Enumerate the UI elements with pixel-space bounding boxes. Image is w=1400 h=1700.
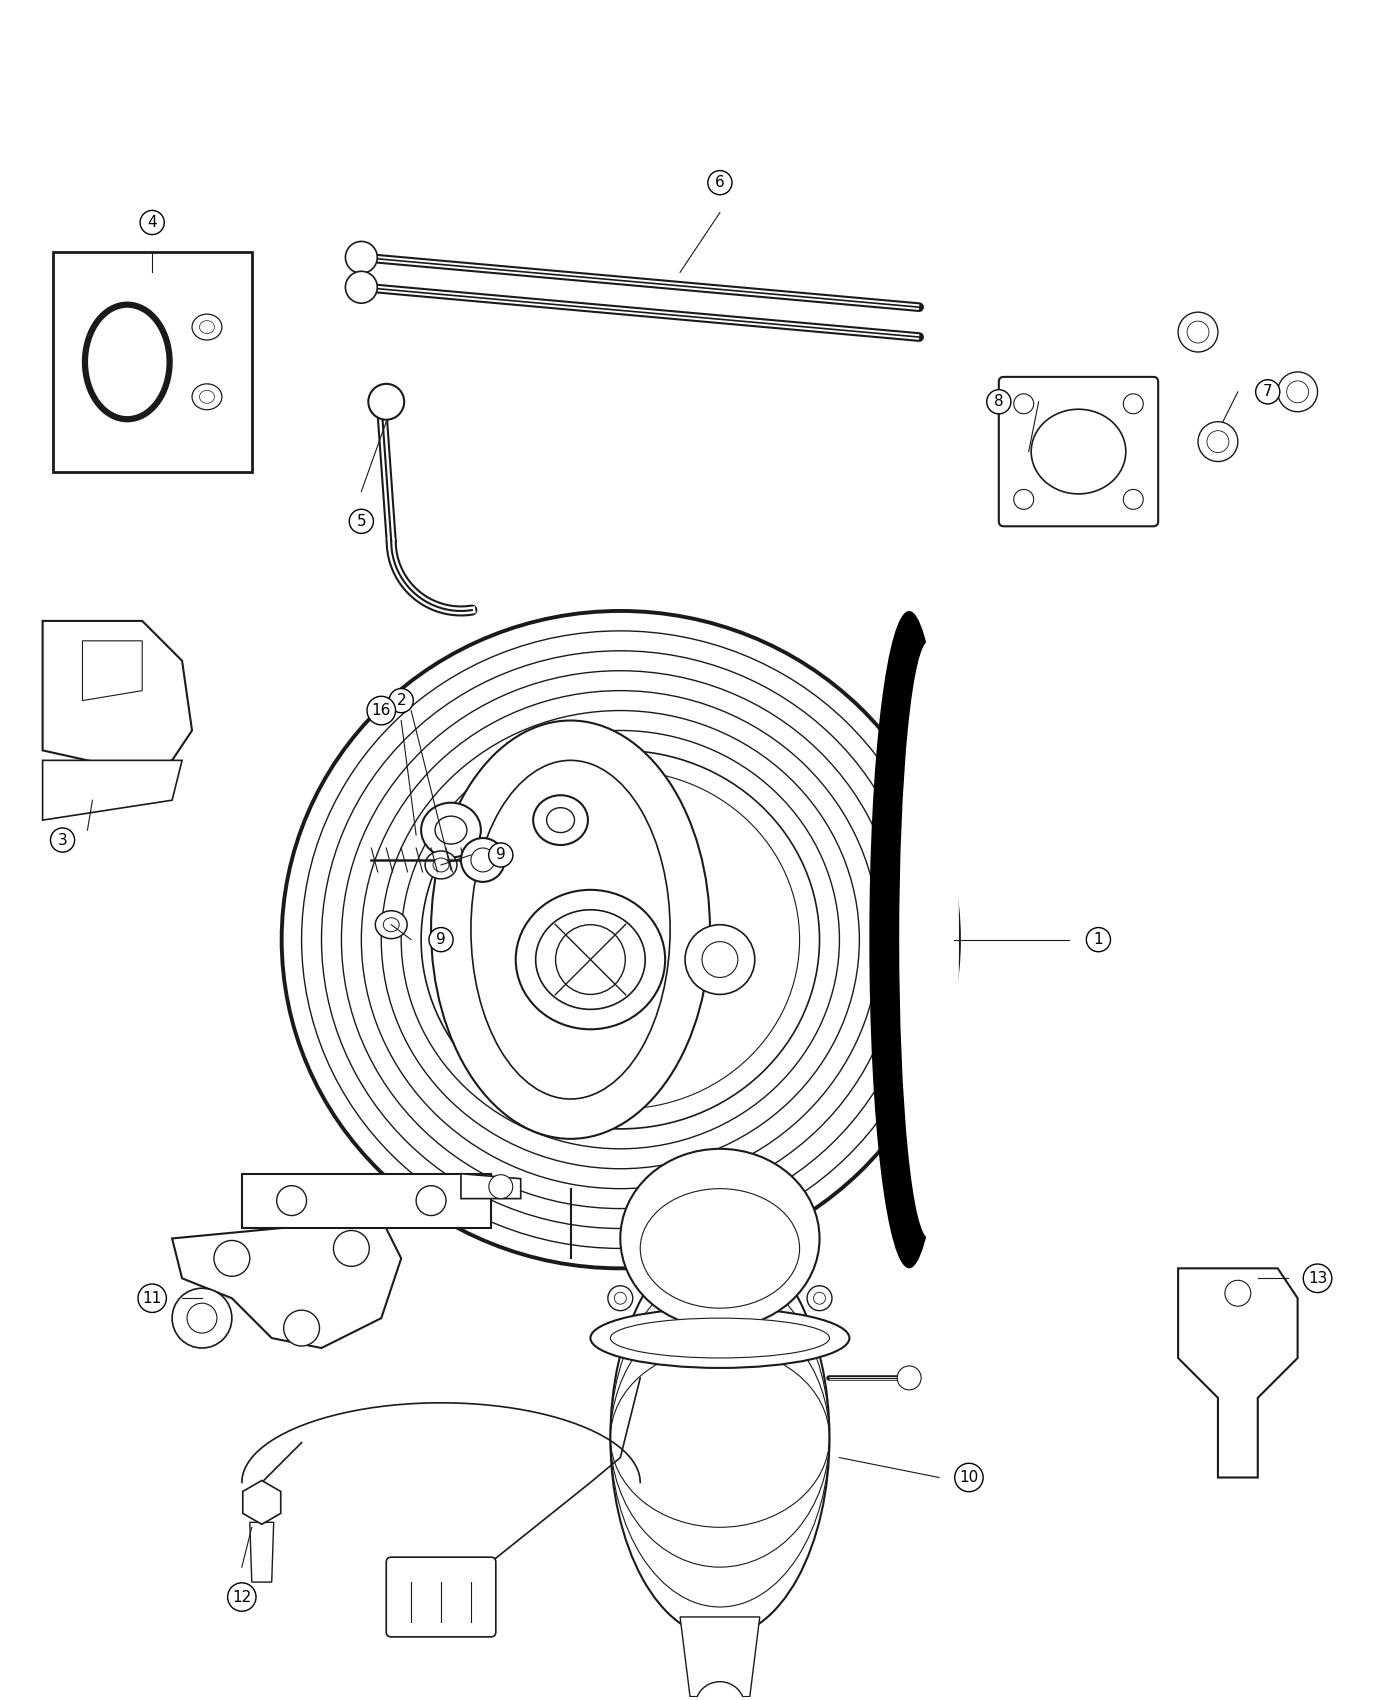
Text: 4: 4	[147, 214, 157, 230]
Ellipse shape	[515, 889, 665, 1028]
Text: 9: 9	[496, 848, 505, 862]
Ellipse shape	[806, 1285, 832, 1311]
Ellipse shape	[813, 1292, 826, 1304]
Ellipse shape	[192, 314, 223, 340]
Text: 1: 1	[1093, 932, 1103, 947]
Ellipse shape	[879, 641, 920, 1239]
Ellipse shape	[384, 918, 399, 932]
Polygon shape	[242, 1481, 281, 1525]
Ellipse shape	[199, 321, 214, 333]
Circle shape	[1014, 394, 1033, 413]
Bar	[53, 252, 252, 471]
Ellipse shape	[615, 1292, 626, 1304]
Ellipse shape	[899, 641, 959, 1239]
Circle shape	[172, 1289, 232, 1348]
Ellipse shape	[199, 391, 214, 403]
Circle shape	[277, 1185, 307, 1216]
Text: 2: 2	[396, 694, 406, 709]
Ellipse shape	[421, 802, 480, 857]
Polygon shape	[42, 760, 182, 819]
Circle shape	[489, 1175, 512, 1198]
Ellipse shape	[536, 910, 645, 1010]
Circle shape	[346, 272, 377, 303]
Circle shape	[1207, 430, 1229, 452]
Text: 6: 6	[715, 175, 725, 190]
Text: 9: 9	[437, 932, 447, 947]
Polygon shape	[249, 1522, 273, 1583]
Circle shape	[1225, 1280, 1250, 1306]
Ellipse shape	[192, 384, 223, 410]
FancyBboxPatch shape	[386, 1557, 496, 1637]
Circle shape	[1123, 394, 1144, 413]
Circle shape	[1123, 490, 1144, 510]
Ellipse shape	[610, 1318, 829, 1358]
Ellipse shape	[533, 796, 588, 845]
Circle shape	[461, 838, 505, 882]
Ellipse shape	[610, 1239, 829, 1637]
Circle shape	[416, 1185, 447, 1216]
Text: 16: 16	[371, 704, 391, 717]
Text: 12: 12	[232, 1590, 252, 1605]
Circle shape	[1014, 490, 1033, 510]
Circle shape	[346, 241, 377, 274]
Ellipse shape	[591, 1309, 850, 1368]
Circle shape	[1177, 313, 1218, 352]
Polygon shape	[680, 1617, 760, 1697]
FancyBboxPatch shape	[242, 1173, 491, 1229]
Text: 7: 7	[1263, 384, 1273, 399]
Ellipse shape	[546, 808, 574, 833]
Text: 5: 5	[357, 513, 367, 529]
Text: 8: 8	[994, 394, 1004, 410]
Polygon shape	[172, 1219, 402, 1348]
FancyBboxPatch shape	[998, 377, 1158, 527]
Polygon shape	[461, 1173, 521, 1198]
Circle shape	[897, 1365, 921, 1391]
Circle shape	[188, 1304, 217, 1333]
Text: 10: 10	[959, 1470, 979, 1486]
Circle shape	[1287, 381, 1309, 403]
Ellipse shape	[426, 852, 456, 879]
Polygon shape	[42, 620, 192, 770]
Circle shape	[694, 1681, 745, 1700]
Text: 13: 13	[1308, 1272, 1327, 1285]
Ellipse shape	[435, 816, 468, 843]
Ellipse shape	[375, 911, 407, 938]
Ellipse shape	[99, 320, 154, 405]
Ellipse shape	[556, 925, 626, 994]
Circle shape	[1198, 422, 1238, 461]
Polygon shape	[1177, 1268, 1298, 1477]
Circle shape	[701, 942, 738, 977]
Text: 3: 3	[57, 833, 67, 848]
Ellipse shape	[433, 858, 449, 872]
Ellipse shape	[620, 1149, 819, 1328]
Ellipse shape	[1032, 410, 1126, 495]
Circle shape	[1187, 321, 1210, 343]
Circle shape	[368, 384, 405, 420]
Circle shape	[214, 1241, 249, 1277]
Ellipse shape	[608, 1285, 633, 1311]
Circle shape	[333, 1231, 370, 1266]
Circle shape	[470, 848, 494, 872]
Circle shape	[685, 925, 755, 994]
Text: 11: 11	[143, 1290, 162, 1306]
Polygon shape	[83, 641, 143, 700]
Circle shape	[1278, 372, 1317, 411]
Ellipse shape	[869, 610, 949, 1268]
Circle shape	[284, 1311, 319, 1346]
Ellipse shape	[431, 721, 710, 1139]
Ellipse shape	[640, 1188, 799, 1309]
Ellipse shape	[85, 304, 169, 420]
Ellipse shape	[470, 760, 671, 1098]
